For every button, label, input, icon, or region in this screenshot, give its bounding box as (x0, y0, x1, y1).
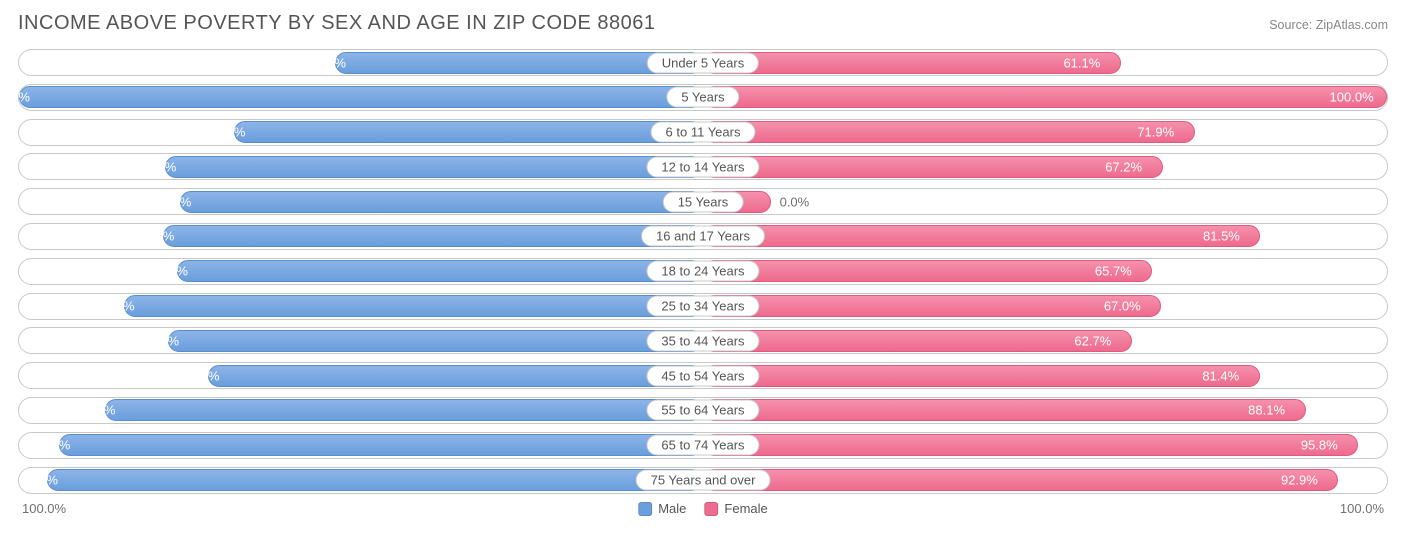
female-value: 62.7% (1074, 333, 1111, 348)
male-value: 78.6% (139, 159, 176, 174)
category-label: 15 Years (663, 191, 744, 212)
diverging-bar-chart: 53.8%61.1%Under 5 Years100.0%100.0%5 Yea… (18, 49, 1388, 494)
female-value: 61.1% (1063, 55, 1100, 70)
category-label: 5 Years (666, 87, 739, 108)
female-bar (703, 469, 1338, 491)
category-label: 45 to 54 Years (646, 365, 759, 386)
bar-row: 100.0%100.0%5 Years (18, 84, 1388, 111)
male-value: 94.1% (33, 438, 70, 453)
female-value: 88.1% (1248, 403, 1285, 418)
male-bar (180, 191, 703, 213)
axis-right-label: 100.0% (1340, 501, 1384, 516)
male-value: 84.7% (98, 299, 135, 314)
chart-title: INCOME ABOVE POVERTY BY SEX AND AGE IN Z… (18, 12, 655, 35)
legend: Male Female (638, 501, 768, 516)
category-label: 16 and 17 Years (641, 226, 765, 247)
female-bar (703, 399, 1306, 421)
category-label: Under 5 Years (647, 52, 759, 73)
male-value: 78.9% (137, 229, 174, 244)
category-label: 6 to 11 Years (651, 122, 756, 143)
female-value: 92.9% (1281, 473, 1318, 488)
female-value: 81.4% (1202, 368, 1239, 383)
female-bar (703, 330, 1132, 352)
male-value: 78.2% (142, 333, 179, 348)
male-value: 76.9% (151, 264, 188, 279)
bar-row: 95.9% 92.9% 75 Years and over (18, 467, 1388, 494)
male-bar (19, 86, 703, 108)
bar-row: 53.8% 61.1% Under 5 Years (18, 49, 1388, 76)
bar-row: 76.4% 0.0% 15 Years (18, 188, 1388, 215)
female-bar (703, 225, 1260, 247)
female-bar (703, 52, 1121, 74)
bar-row: 78.9% 81.5% 16 and 17 Years (18, 223, 1388, 250)
category-label: 55 to 64 Years (646, 400, 759, 421)
legend-item-female: Female (704, 501, 767, 516)
male-bar (105, 399, 704, 421)
category-label: 35 to 44 Years (646, 330, 759, 351)
female-bar (703, 156, 1163, 178)
category-label: 25 to 34 Years (646, 296, 759, 317)
female-value: 81.5% (1203, 229, 1240, 244)
male-bar (177, 260, 703, 282)
female-bar (703, 365, 1260, 387)
bar-row: 78.6% 67.2% 12 to 14 Years (18, 153, 1388, 180)
category-label: 65 to 74 Years (646, 435, 759, 456)
male-bar (163, 225, 703, 247)
category-label: 18 to 24 Years (646, 261, 759, 282)
legend-label-male: Male (658, 501, 686, 516)
female-value: 67.2% (1105, 159, 1142, 174)
male-bar (47, 469, 703, 491)
female-value: 0.0% (780, 194, 810, 209)
female-value: 67.0% (1104, 299, 1141, 314)
axis-left-label: 100.0% (22, 501, 66, 516)
female-value: 65.7% (1095, 264, 1132, 279)
male-value: 95.9% (21, 473, 58, 488)
female-value: 95.8% (1301, 438, 1338, 453)
male-bar (59, 434, 703, 456)
bar-row: 76.9% 65.7% 18 to 24 Years (18, 258, 1388, 285)
bar-row: 94.1% 95.8% 65 to 74 Years (18, 432, 1388, 459)
male-bar (208, 365, 703, 387)
male-bar (234, 121, 703, 143)
chart-source: Source: ZipAtlas.com (1269, 18, 1388, 32)
male-bar (124, 295, 703, 317)
male-bar (168, 330, 703, 352)
male-bar (165, 156, 703, 178)
chart-header: INCOME ABOVE POVERTY BY SEX AND AGE IN Z… (18, 12, 1388, 35)
bar-row: 72.3% 81.4% 45 to 54 Years (18, 362, 1388, 389)
bar-row: 78.2% 62.7% 35 to 44 Years (18, 327, 1388, 354)
female-bar (703, 86, 1387, 108)
female-bar (703, 121, 1195, 143)
female-value: 100.0% (1330, 90, 1374, 105)
legend-swatch-male (638, 502, 652, 516)
female-bar (703, 434, 1358, 456)
male-value: 87.5% (79, 403, 116, 418)
male-value: 68.5% (209, 125, 246, 140)
legend-item-male: Male (638, 501, 686, 516)
legend-label-female: Female (724, 501, 767, 516)
male-value: 72.3% (183, 368, 220, 383)
bar-row: 87.5% 88.1% 55 to 64 Years (18, 397, 1388, 424)
category-label: 12 to 14 Years (646, 156, 759, 177)
bar-row: 84.7% 67.0% 25 to 34 Years (18, 293, 1388, 320)
male-value: 100.0% (0, 90, 30, 105)
bar-row: 68.5% 71.9% 6 to 11 Years (18, 119, 1388, 146)
female-value: 71.9% (1137, 125, 1174, 140)
category-label: 75 Years and over (636, 470, 771, 491)
male-value: 76.4% (155, 194, 192, 209)
legend-swatch-female (704, 502, 718, 516)
x-axis: 100.0% Male Female 100.0% (18, 501, 1388, 516)
female-bar (703, 295, 1161, 317)
female-bar (703, 260, 1152, 282)
male-value: 53.8% (309, 55, 346, 70)
